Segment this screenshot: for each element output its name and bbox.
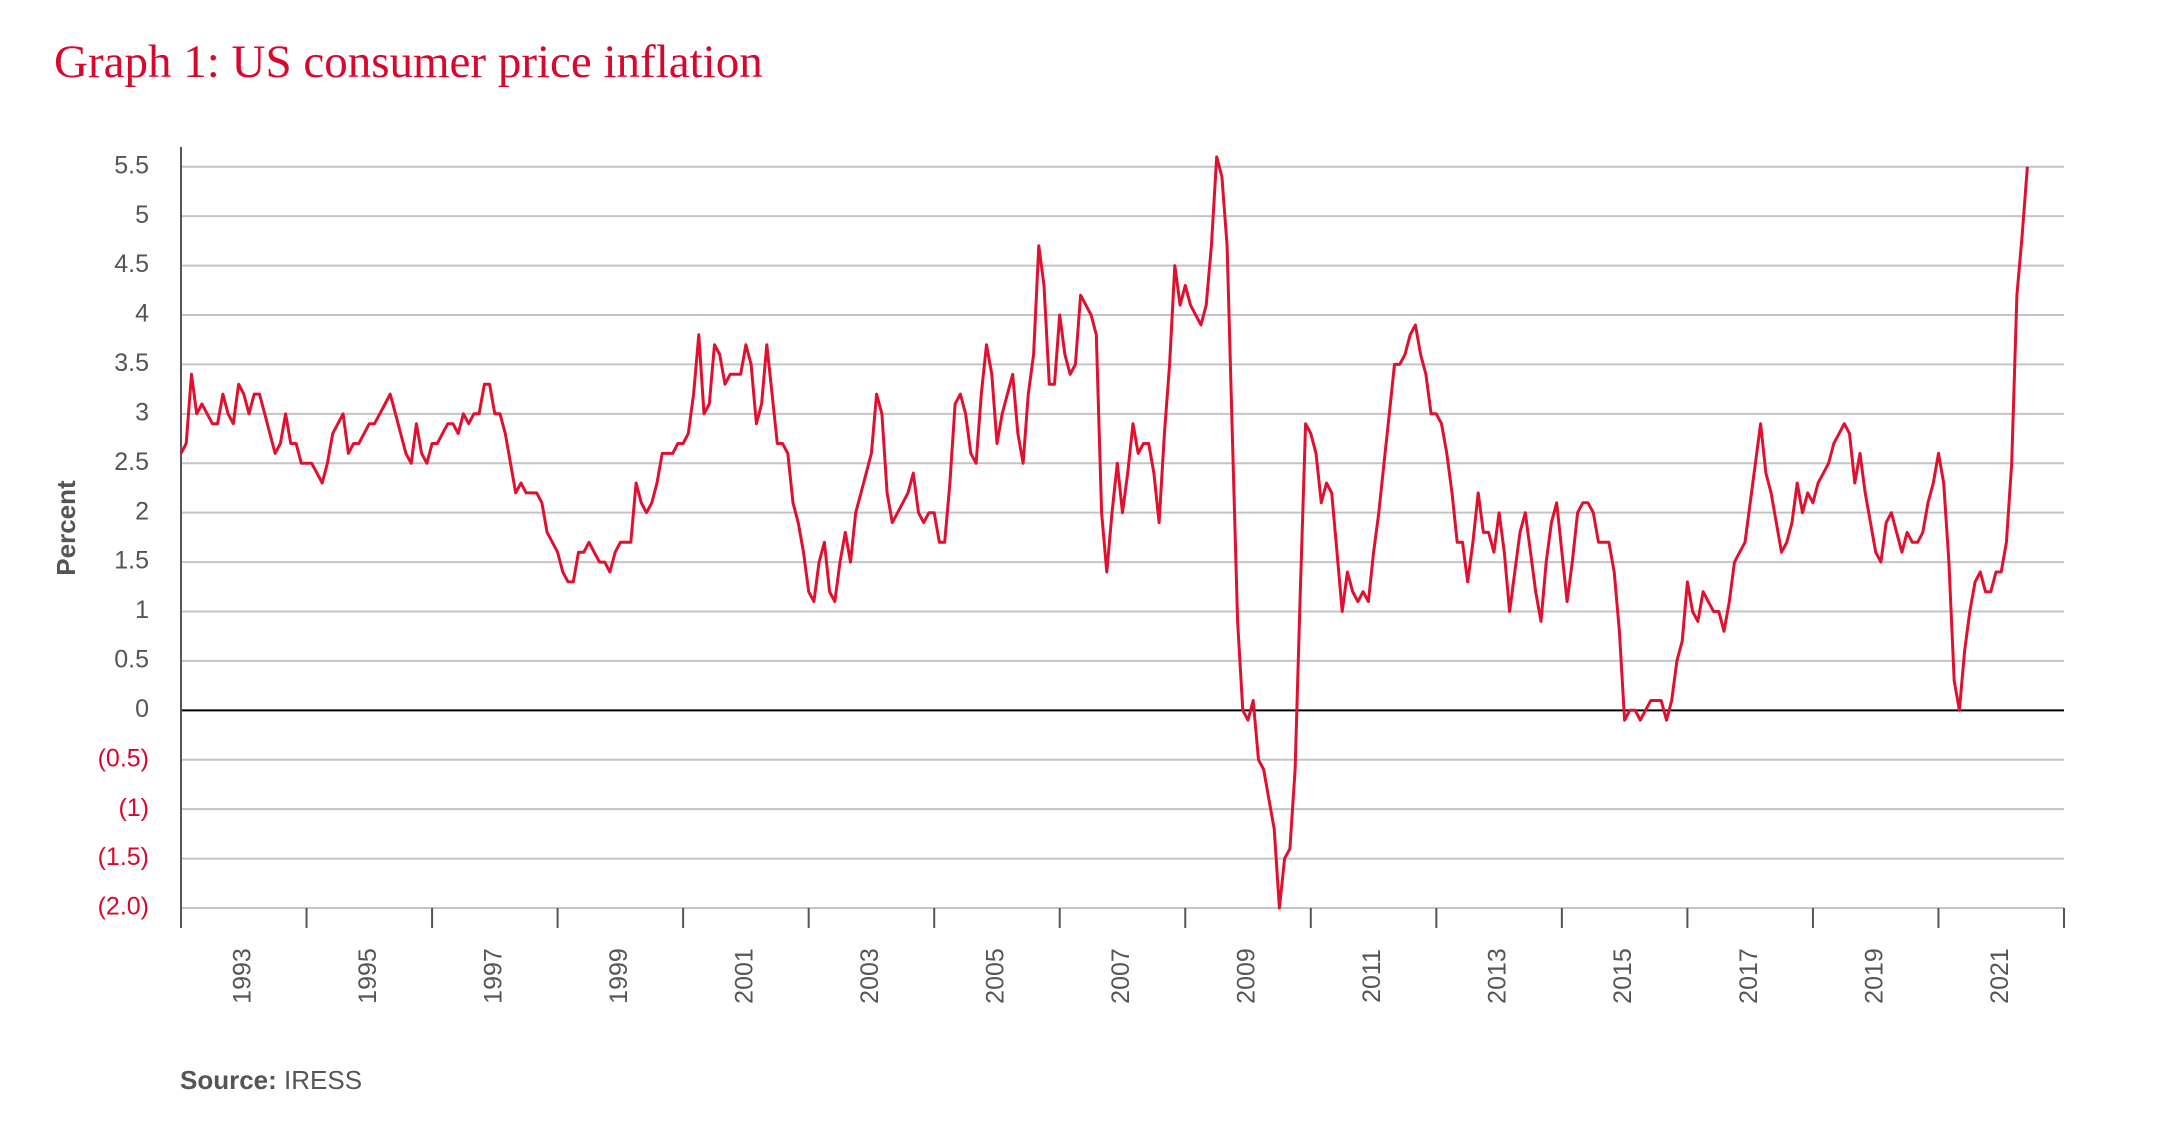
y-tick-label: 3 [135, 398, 149, 426]
source: Source: IRESS [180, 1065, 362, 1095]
x-tick-label: 2009 [1233, 948, 1261, 1004]
source-label: Source: [180, 1065, 277, 1095]
y-tick-label: (2.0) [98, 893, 149, 921]
y-tick-label: 4 [135, 300, 149, 328]
y-tick-label: 3.5 [114, 349, 149, 377]
y-tick-label: 2 [135, 497, 149, 525]
y-tick-label: (1.5) [98, 843, 149, 871]
x-tick-label: 2021 [1986, 948, 2014, 1004]
y-tick-label: 1 [135, 596, 149, 624]
x-tick-label: 2011 [1358, 949, 1386, 1003]
y-tick-label: 0 [135, 695, 149, 723]
x-tick-label: 1999 [605, 948, 633, 1004]
source-text: IRESS [284, 1065, 362, 1095]
y-tick-label: 5.5 [114, 151, 149, 179]
x-tick-label: 2017 [1735, 948, 1763, 1004]
y-tick-label: 0.5 [114, 646, 149, 674]
y-tick-label: 2.5 [114, 448, 149, 476]
x-tick-label: 2003 [856, 948, 884, 1004]
x-tick-label: 2019 [1860, 948, 1888, 1004]
inflation-line [179, 155, 2029, 910]
y-tick-label: 5 [135, 201, 149, 229]
x-tick-label: 1993 [228, 948, 256, 1004]
x-tick-label: 2005 [982, 948, 1010, 1004]
y-tick-label: 1.5 [114, 547, 149, 575]
x-tick-label: 1997 [479, 948, 507, 1004]
x-tick-label: 1995 [354, 948, 382, 1004]
x-tick-label: 2001 [731, 948, 759, 1004]
y-tick-label: 4.5 [114, 250, 149, 278]
y-tick-label: (1) [118, 794, 149, 822]
x-tick-label: 2013 [1484, 948, 1512, 1004]
x-tick-label: 2007 [1107, 948, 1135, 1004]
x-tick-label: 2015 [1609, 948, 1637, 1004]
chart-title: Graph 1: US consumer price inflation [54, 36, 763, 88]
y-axis-label: Percent [51, 480, 81, 576]
y-tick-label: (0.5) [98, 744, 149, 772]
